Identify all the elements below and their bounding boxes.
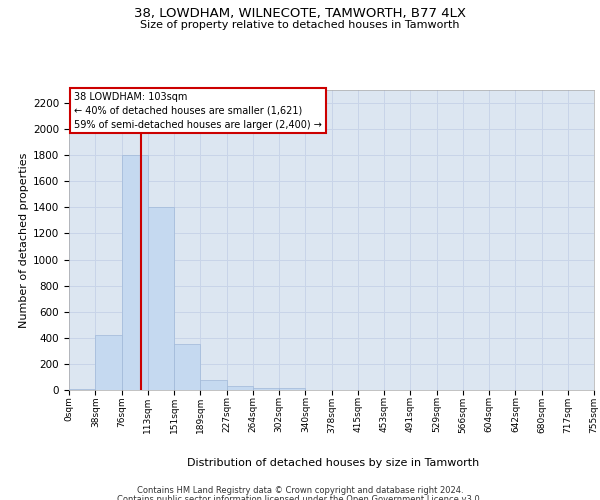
Bar: [148, 208, 174, 390]
Text: 38 LOWDHAM: 103sqm
← 40% of detached houses are smaller (1,621)
59% of semi-deta: 38 LOWDHAM: 103sqm ← 40% of detached hou…: [74, 92, 322, 130]
Text: Contains HM Land Registry data © Crown copyright and database right 2024.: Contains HM Land Registry data © Crown c…: [137, 486, 463, 495]
Y-axis label: Number of detached properties: Number of detached properties: [19, 152, 29, 328]
Bar: [95, 335, 122, 390]
Text: Size of property relative to detached houses in Tamworth: Size of property relative to detached ho…: [140, 20, 460, 30]
Bar: [69, 388, 95, 390]
Bar: [227, 386, 253, 390]
Text: 38, LOWDHAM, WILNECOTE, TAMWORTH, B77 4LX: 38, LOWDHAM, WILNECOTE, TAMWORTH, B77 4L…: [134, 8, 466, 20]
Text: Distribution of detached houses by size in Tamworth: Distribution of detached houses by size …: [187, 458, 479, 468]
Bar: [174, 344, 200, 390]
Bar: [200, 380, 227, 390]
Bar: [279, 388, 305, 390]
Bar: [253, 388, 279, 390]
Text: Contains public sector information licensed under the Open Government Licence v3: Contains public sector information licen…: [118, 495, 482, 500]
Bar: [122, 155, 148, 390]
